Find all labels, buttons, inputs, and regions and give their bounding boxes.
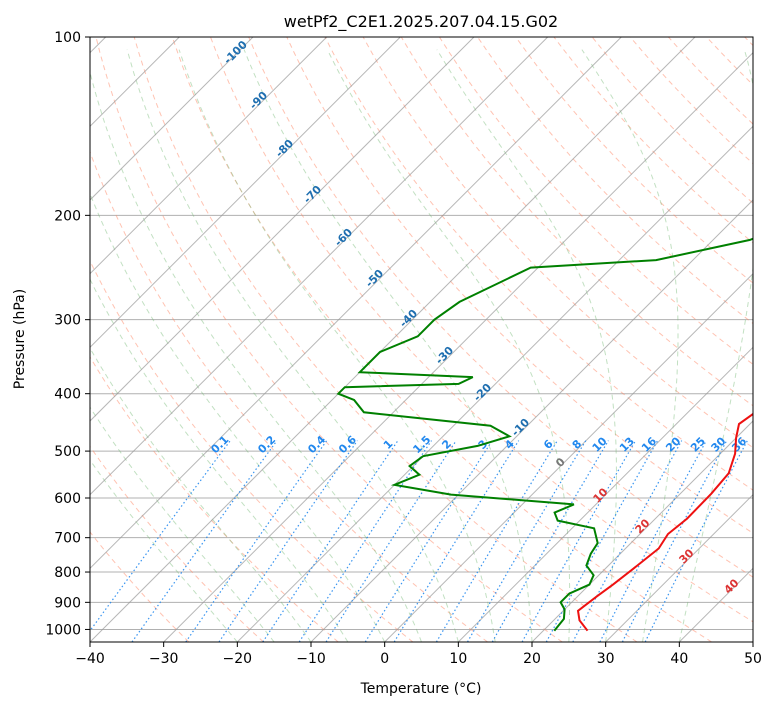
isotherm-line: [531, 420, 753, 642]
x-tick-label: −30: [149, 651, 179, 667]
dry-adiabat: [324, 37, 753, 491]
mixing-ratio-line: [298, 440, 432, 642]
dry-adiabat: [210, 37, 753, 623]
plot-frame: [89, 36, 754, 643]
dry-adiabat: [90, 355, 339, 642]
moist-adiabat: [90, 459, 238, 642]
temperature-profile: [576, 412, 753, 632]
dry-adiabat: [248, 37, 753, 578]
isotherm-line: [90, 37, 622, 570]
x-tick-label: −40: [75, 651, 105, 667]
moist-adiabat: [243, 49, 533, 642]
moist-adiabat: [678, 49, 753, 642]
y-tick-label: 600: [54, 491, 81, 507]
moist-adiabat: [90, 406, 275, 642]
isotherm-line: [90, 37, 475, 422]
mixing-ratio-line: [131, 440, 278, 642]
dry-adiabat: [286, 37, 753, 534]
dry-adiabat: [95, 37, 563, 642]
x-tick-label: −20: [223, 651, 253, 667]
isotherm-line: [457, 346, 753, 642]
y-tick-label: 300: [54, 313, 81, 329]
isotherm-line: [90, 37, 401, 349]
moist-adiabat: [126, 49, 459, 642]
mixing-ratio-lines: [90, 440, 748, 642]
mixing-ratio-line: [621, 440, 728, 642]
mixing-ratio-line: [644, 440, 748, 642]
y-tick-label: 700: [54, 531, 81, 547]
sounding-profiles: [336, 237, 753, 632]
moist-adiabat: [581, 49, 679, 642]
x-axis: −40 −30 −20 −10 0 10 20 30 40 50: [75, 642, 762, 667]
isotherm-line: [90, 37, 328, 275]
mixing-ratio-line: [466, 440, 587, 642]
isotherm-line: [90, 37, 549, 496]
moist-adiabat: [436, 49, 617, 642]
isotherm-line: [605, 493, 753, 642]
x-tick-label: 10: [449, 651, 467, 667]
mixing-ratio-line: [491, 440, 609, 642]
x-axis-title: Temperature (°C): [360, 681, 482, 697]
moist-adiabat: [326, 49, 571, 642]
y-tick-label: 200: [54, 208, 81, 224]
y-tick-label: 800: [54, 565, 81, 581]
x-tick-label: 50: [744, 651, 762, 667]
moist-adiabat: [90, 278, 349, 642]
dry-adiabat: [400, 37, 753, 407]
dry-adiabat: [133, 37, 638, 642]
mixing-ratio-line: [185, 440, 328, 642]
x-tick-label: 0: [380, 651, 389, 667]
y-tick-label: 900: [54, 595, 81, 611]
y-tick-label: 1000: [45, 622, 81, 638]
x-tick-label: 30: [597, 651, 615, 667]
x-tick-label: 40: [670, 651, 688, 667]
y-tick-label: 500: [54, 444, 81, 460]
dry-adiabat: [90, 259, 414, 642]
chart-title: wetPf2_C2E1.2025.207.04.15.G02: [284, 12, 558, 32]
y-axis: 1000 900 800 700 600 500 400 300 200 100: [45, 30, 90, 638]
pressure-gridlines: [90, 37, 753, 630]
isotherm-line: [90, 37, 696, 642]
mixing-ratio-line: [599, 440, 707, 642]
isotherm-line: [90, 37, 254, 201]
isotherm-line: [163, 51, 753, 642]
mixing-ratio-line: [262, 440, 399, 642]
dry-adiabat: [438, 37, 753, 365]
y-tick-label: 100: [54, 30, 81, 46]
x-tick-label: 20: [523, 651, 541, 667]
moist-adiabat: [90, 192, 386, 642]
mixing-ratio-line: [521, 440, 637, 642]
isotherm-line: [384, 272, 753, 642]
dry-adiabats: [90, 37, 753, 642]
dewpoint-profile: [336, 237, 753, 632]
x-tick-label: −10: [296, 651, 326, 667]
y-axis-title: Pressure (hPa): [12, 289, 28, 389]
y-tick-label: 400: [54, 387, 81, 403]
isotherm-line: [310, 199, 753, 642]
moist-adiabat: [90, 70, 422, 642]
isotherms: [90, 37, 753, 642]
mixing-ratio-line: [90, 440, 231, 632]
dry-adiabat: [90, 531, 190, 642]
moist-adiabats: [90, 49, 753, 642]
isotherm-line: [236, 125, 753, 642]
mixing-ratio-line: [218, 440, 358, 642]
moist-adiabat: [178, 49, 496, 642]
mixing-ratio-line: [393, 440, 520, 642]
mixing-ratio-line: [435, 440, 558, 642]
